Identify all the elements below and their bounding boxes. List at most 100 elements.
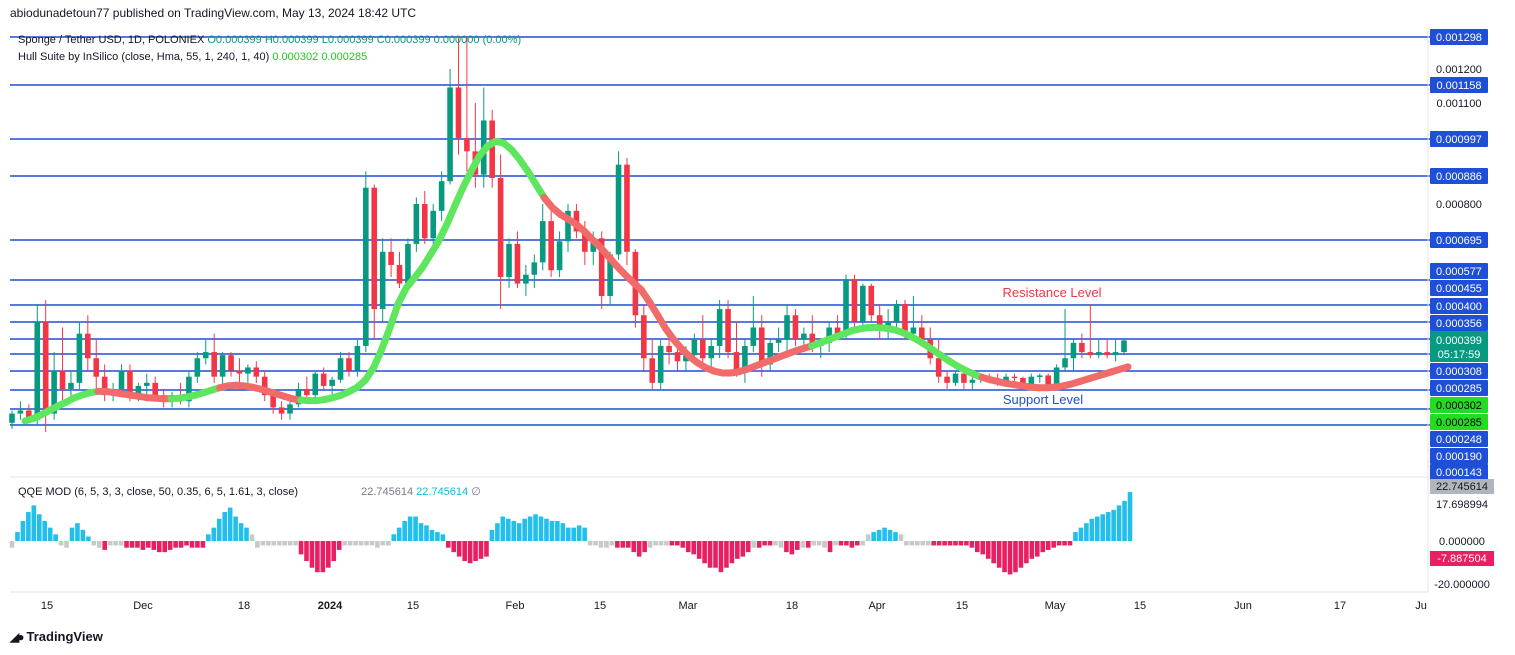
time-tick-label: Jun: [1234, 600, 1252, 612]
candle-body: [801, 333, 807, 340]
qqe-bar: [549, 520, 555, 541]
candle-body: [708, 345, 715, 359]
qqe-bar: [729, 541, 735, 564]
candle-body: [514, 243, 521, 284]
qqe-value-1: 22.745614: [361, 486, 414, 498]
price-tick-label: 0.000800: [1436, 199, 1482, 211]
candle-body: [1003, 376, 1009, 383]
qqe-bar: [653, 541, 658, 546]
time-tick-label: 15: [407, 600, 419, 612]
qqe-bar: [942, 541, 947, 546]
candle-body: [784, 315, 790, 340]
qqe-bar: [1078, 527, 1084, 541]
candle-body: [902, 304, 908, 334]
qqe-tick-label: 17.698994: [1436, 499, 1488, 511]
qqe-bar: [882, 527, 887, 541]
candle-body: [1028, 376, 1035, 386]
qqe-bar: [893, 532, 898, 541]
level-badge-0.000695-bg: [1430, 232, 1488, 248]
qqe-bar: [560, 523, 566, 541]
time-tick-label: May: [1045, 600, 1066, 612]
qqe-bar: [96, 541, 102, 548]
price-axis: 0.001298 0.001158 0.000997 0.000886 0.000695…: [1430, 29, 1494, 591]
qqe-bar: [255, 541, 260, 548]
publisher-header: abiodunadetoun77 published on TradingVie…: [10, 6, 417, 20]
qqe-bar: [724, 541, 729, 568]
level-badge-0.000577-bg: [1430, 263, 1488, 279]
qqe-bar: [206, 534, 211, 541]
candle-body: [228, 355, 234, 371]
qqe-bar: [876, 529, 882, 541]
candle-body: [910, 327, 917, 334]
qqe-bar: [413, 516, 418, 541]
candle-body: [304, 388, 310, 396]
hull-legend[interactable]: Hull Suite by InSilico (close, Hma, 55, …: [18, 51, 367, 63]
qqe-bar: [86, 536, 91, 541]
qqe-bar: [647, 541, 653, 548]
qqe-bar: [505, 518, 511, 541]
candle-body: [767, 342, 773, 365]
qqe-bar: [162, 541, 168, 553]
qqe-bar: [985, 541, 991, 559]
qqe-legend[interactable]: QQE MOD (6, 5, 3, 3, close, 50, 0.35, 6,…: [18, 485, 481, 498]
qqe-bar: [189, 541, 195, 548]
candle-body: [657, 345, 664, 383]
candle-body: [935, 358, 942, 377]
qqe-bar: [156, 541, 162, 553]
level-badge-0.000356-bg: [1430, 363, 1488, 379]
qqe-bar: [909, 541, 915, 546]
symbol-legend[interactable]: Sponge / Tether USD, 1D, POLONIEX O0.000…: [18, 34, 521, 46]
hull-suite-ribbon: [21, 137, 1132, 425]
qqe-bar: [227, 507, 233, 541]
candle-body: [919, 327, 925, 340]
tradingview-footer[interactable]: ◢● TradingView: [10, 629, 103, 644]
qqe-bar: [15, 532, 20, 541]
qqe-bar: [582, 527, 587, 541]
qqe-bar: [298, 541, 304, 555]
candle-body: [329, 379, 335, 386]
candle-body: [85, 333, 91, 359]
candle-body: [455, 87, 462, 138]
candle-body: [152, 382, 159, 396]
candle-body: [9, 413, 15, 423]
qqe-bar: [1034, 541, 1040, 557]
qqe-bar: [805, 541, 811, 548]
qqe-bar: [887, 529, 893, 541]
qqe-bar: [1013, 541, 1018, 573]
qqe-bar: [1094, 516, 1100, 541]
time-tick-label: 15: [956, 600, 968, 612]
time-tick-label: 15: [594, 600, 606, 612]
candle-body: [565, 210, 571, 242]
qqe-bar: [9, 541, 15, 548]
candle-body: [287, 404, 293, 414]
candle-body: [135, 385, 142, 396]
qqe-neg-badge-bg: [1430, 551, 1494, 566]
hull-value-1: 0.000302: [272, 51, 319, 63]
qqe-bar: [113, 541, 118, 546]
candle-body: [582, 231, 588, 252]
qqe-bar: [418, 523, 424, 541]
qqe-bar: [375, 541, 380, 548]
candle-body: [346, 358, 352, 371]
qqe-bar: [1029, 541, 1035, 559]
level-badge-0.000886-bg: [1430, 168, 1488, 184]
qqe-bar: [47, 527, 53, 541]
qqe-bar: [691, 541, 697, 555]
qqe-bar: [129, 541, 135, 548]
candle-body: [598, 238, 605, 296]
current-price-label: 0.000399: [1436, 335, 1482, 347]
qqe-bar: [625, 541, 631, 548]
candle-body: [725, 309, 731, 353]
qqe-bar: [849, 541, 855, 548]
qqe-bar: [865, 534, 871, 541]
candle-body: [447, 87, 453, 182]
qqe-bar: [178, 541, 184, 548]
candlestick-series: [9, 36, 1127, 432]
qqe-bar: [1073, 532, 1078, 541]
qqe-bar: [795, 541, 800, 550]
candle-body: [312, 373, 319, 396]
qqe-bar: [118, 541, 124, 546]
candle-body: [59, 370, 66, 389]
price-tick-label: 0.001100: [1436, 98, 1481, 110]
